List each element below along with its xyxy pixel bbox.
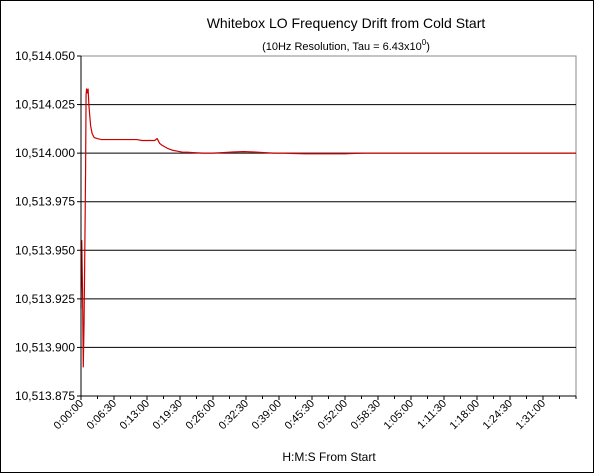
- chart-subtitle-exponent: 0: [422, 38, 427, 47]
- x-tick-label: 1:18:00: [448, 398, 482, 432]
- y-tick-label: 10,514.050: [15, 49, 75, 63]
- series-group: [80, 88, 576, 368]
- x-tick-label: 1:11:30: [415, 398, 449, 432]
- x-tick-label: 0:19:30: [151, 398, 185, 432]
- y-tick-label: 10,513.975: [15, 195, 75, 209]
- plot-area: [80, 55, 577, 397]
- x-tick-label: 1:31:00: [514, 398, 548, 432]
- series-line-0: [80, 88, 576, 368]
- x-tick-label: 0:32:30: [217, 398, 251, 432]
- x-tick-label: 1:05:00: [382, 398, 416, 432]
- y-axis-tick-labels: 10,514.050 10,514.025 10,514.000 10,513.975…: [15, 49, 81, 403]
- x-tick-label: 0:58:30: [349, 398, 383, 432]
- y-tick-label: 10,514.025: [15, 98, 75, 112]
- x-tick-label: 0:45:30: [283, 398, 317, 432]
- x-tick-label: 0:26:00: [184, 398, 218, 432]
- chart-subtitle: (10Hz Resolution, Tau = 6.43x100): [262, 38, 430, 53]
- chart-title: Whitebox LO Frequency Drift from Cold St…: [207, 15, 486, 31]
- x-tick-label: 1:24:30: [481, 398, 515, 432]
- y-tick-label: 10,514.000: [15, 146, 75, 160]
- chart-subtitle-suffix: ): [426, 41, 430, 53]
- y-tick-label: 10,513.950: [15, 243, 75, 257]
- y-tick-label: 10,513.875: [15, 389, 75, 403]
- x-axis-tick-labels: 0:00:000:06:300:13:000:19:300:26:000:32:…: [52, 396, 577, 432]
- x-tick-label: 0:39:00: [250, 398, 284, 432]
- x-axis-label: H:M:S From Start: [282, 450, 376, 464]
- y-tick-label: 10,513.900: [15, 340, 75, 354]
- x-tick-label: 0:52:00: [316, 398, 350, 432]
- x-tick-label: 0:06:30: [85, 398, 119, 432]
- y-tick-label: 10,513.925: [15, 292, 75, 306]
- x-tick-label: 0:13:00: [118, 398, 152, 432]
- chart-subtitle-prefix: (10Hz Resolution, Tau = 6.43x10: [262, 41, 422, 53]
